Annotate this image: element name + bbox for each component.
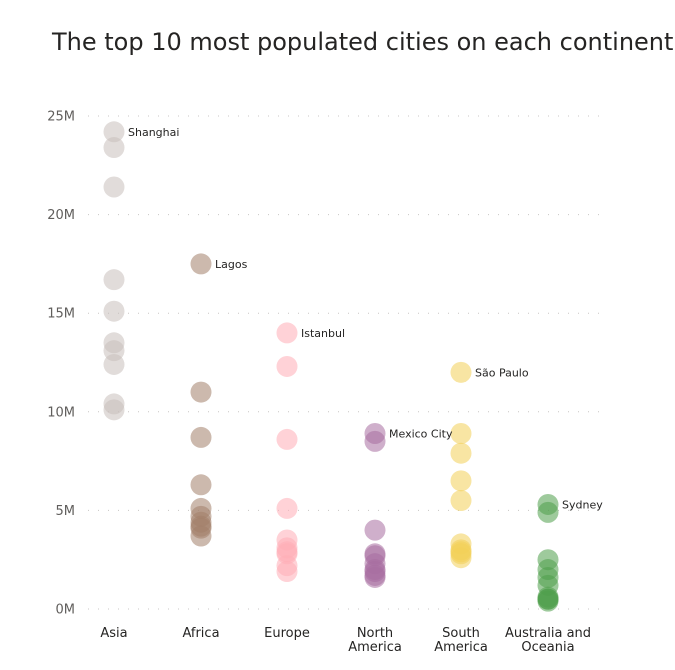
data-point[interactable] [450,490,472,512]
data-point[interactable] [103,137,125,159]
data-point[interactable] [190,381,212,403]
data-point[interactable] [103,399,125,421]
data-point[interactable] [276,561,298,583]
y-tick-label: 0M [56,603,76,618]
data-label: Sydney [562,498,603,511]
data-label: Mexico City [389,427,453,440]
y-tick-label: 10M [47,405,75,420]
data-point[interactable] [364,566,386,588]
data-point[interactable] [103,121,125,143]
x-tick-label: South America [434,626,488,655]
data-point[interactable] [103,353,125,375]
data-labels: Shanghai Lagos Istanbul Mexico City São Paul… [128,126,603,512]
grid-lines [88,115,600,610]
data-point[interactable] [276,322,298,344]
data-point[interactable] [450,422,472,444]
data-points [103,121,559,612]
data-point[interactable] [450,470,472,492]
data-point[interactable] [103,300,125,322]
data-label: São Paulo [475,366,529,379]
x-tick-label: North America [348,626,402,655]
data-point[interactable] [276,497,298,519]
x-tick-label: Africa [182,626,219,641]
y-tick-label: 15M [47,307,75,322]
data-point[interactable] [276,428,298,450]
y-axis: 0M 5M 10M 15M 20M 25M [47,110,75,618]
data-point[interactable] [450,547,472,569]
data-point[interactable] [537,590,559,612]
x-tick-label-line: Australia and [505,626,591,641]
y-tick-label: 20M [47,208,75,223]
x-tick-label-line: Asia [100,626,127,641]
x-tick-label-line: Oceania [521,640,574,655]
data-label: Shanghai [128,126,179,139]
x-tick-label: Asia [100,626,127,641]
y-tick-label: 25M [47,110,75,125]
data-point[interactable] [537,501,559,523]
data-point[interactable] [364,430,386,452]
data-point[interactable] [450,361,472,383]
y-tick-label: 5M [56,504,76,519]
chart-title: The top 10 most populated cities on each… [52,28,674,56]
data-point[interactable] [190,253,212,275]
data-label: Istanbul [301,327,345,340]
data-point[interactable] [364,519,386,541]
x-tick-label-line: Europe [264,626,310,641]
x-tick-label: Europe [264,626,310,641]
data-point[interactable] [450,442,472,464]
x-tick-label-line: South [442,626,480,641]
x-tick-label-line: North [357,626,393,641]
data-label: Lagos [215,258,248,271]
x-tick-label-line: Africa [182,626,219,641]
data-point[interactable] [103,269,125,291]
data-point[interactable] [276,355,298,377]
x-tick-label: Australia and Oceania [505,626,591,655]
data-point[interactable] [190,426,212,448]
x-tick-label-line: America [434,640,488,655]
data-point[interactable] [103,176,125,198]
data-point[interactable] [190,474,212,496]
x-tick-label-line: America [348,640,402,655]
data-point[interactable] [190,525,212,547]
